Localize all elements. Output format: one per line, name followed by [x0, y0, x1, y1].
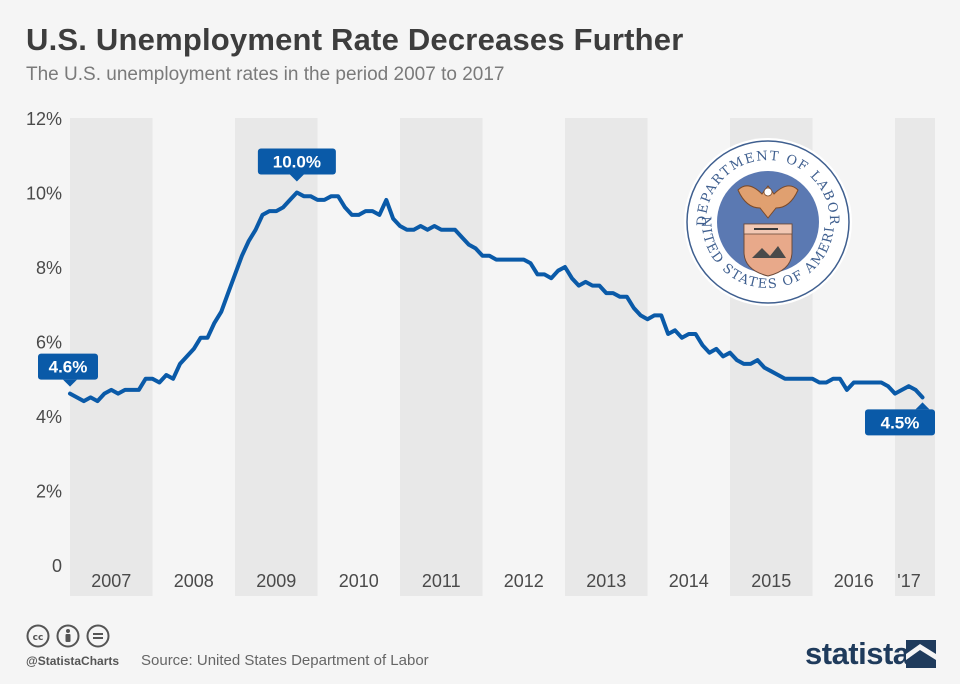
y-tick-label: 6% [36, 333, 62, 353]
chart-title: U.S. Unemployment Rate Decreases Further [26, 22, 684, 57]
x-tick-label: 2011 [422, 571, 461, 591]
annotations: 4.6% 10.0% 4.5% [38, 148, 935, 436]
license-icons: cc [26, 624, 110, 648]
chart-subtitle: The U.S. unemployment rates in the perio… [26, 64, 505, 85]
attribution-icon [56, 624, 80, 648]
year-band [400, 118, 483, 596]
x-tick-label: 2010 [339, 571, 379, 591]
data-label-pointer [915, 402, 930, 410]
shield-icon [743, 223, 793, 277]
y-tick-label: 2% [36, 482, 62, 502]
series-group [68, 190, 925, 404]
source-note: Source: United States Department of Labo… [141, 652, 429, 669]
eagle-icon [737, 185, 799, 219]
series-line-unemployment-rate [68, 190, 925, 404]
y-tick-label: 12% [26, 109, 62, 129]
year-band [565, 118, 648, 596]
data-label-callout: 10.0% [257, 148, 336, 182]
y-tick-label: 0 [52, 556, 62, 576]
no-derivatives-icon [86, 624, 110, 648]
data-label-pointer [289, 174, 304, 182]
data-label-pointer [63, 379, 77, 387]
svg-text:cc: cc [33, 633, 44, 643]
year-band [895, 118, 935, 596]
x-tick-label: 2016 [834, 571, 874, 591]
y-tick-label: 8% [36, 258, 62, 278]
x-axis: 2007 2008 2009 2010 2011 2012 2013 2014 2015 2016… [91, 571, 921, 591]
x-tick-label: 2007 [91, 571, 131, 591]
data-label-callout: 4.5% [865, 402, 935, 436]
y-tick-label: 4% [36, 407, 62, 427]
data-label-box [38, 353, 98, 380]
x-tick-label: 2008 [174, 571, 214, 591]
data-label-box [257, 148, 336, 175]
data-label-text: 4.6% [49, 358, 88, 377]
x-tick-label: '17 [897, 571, 920, 591]
creative-commons-icon: cc [26, 624, 50, 648]
data-label-callout: 4.6% [38, 353, 98, 387]
brand-logo: statista [805, 636, 910, 671]
y-tick-label: 10% [26, 184, 62, 204]
social-handle: @StatistaCharts [26, 654, 120, 668]
statista-logo-icon [906, 640, 936, 668]
data-label-text: 4.5% [881, 413, 920, 432]
x-tick-label: 2015 [751, 571, 791, 591]
department-of-labor-seal: DEPARTMENT OF LABOR UNITED STATES OF AME… [684, 138, 852, 306]
x-tick-label: 2009 [256, 571, 296, 591]
x-tick-label: 2014 [669, 571, 709, 591]
data-label-text: 10.0% [273, 153, 321, 172]
y-axis: 0 2% 4% 6% 8% 10% 12% [26, 109, 62, 576]
data-label-box [865, 409, 935, 436]
year-band [235, 118, 318, 596]
x-tick-label: 2012 [504, 571, 544, 591]
x-tick-label: 2013 [586, 571, 626, 591]
